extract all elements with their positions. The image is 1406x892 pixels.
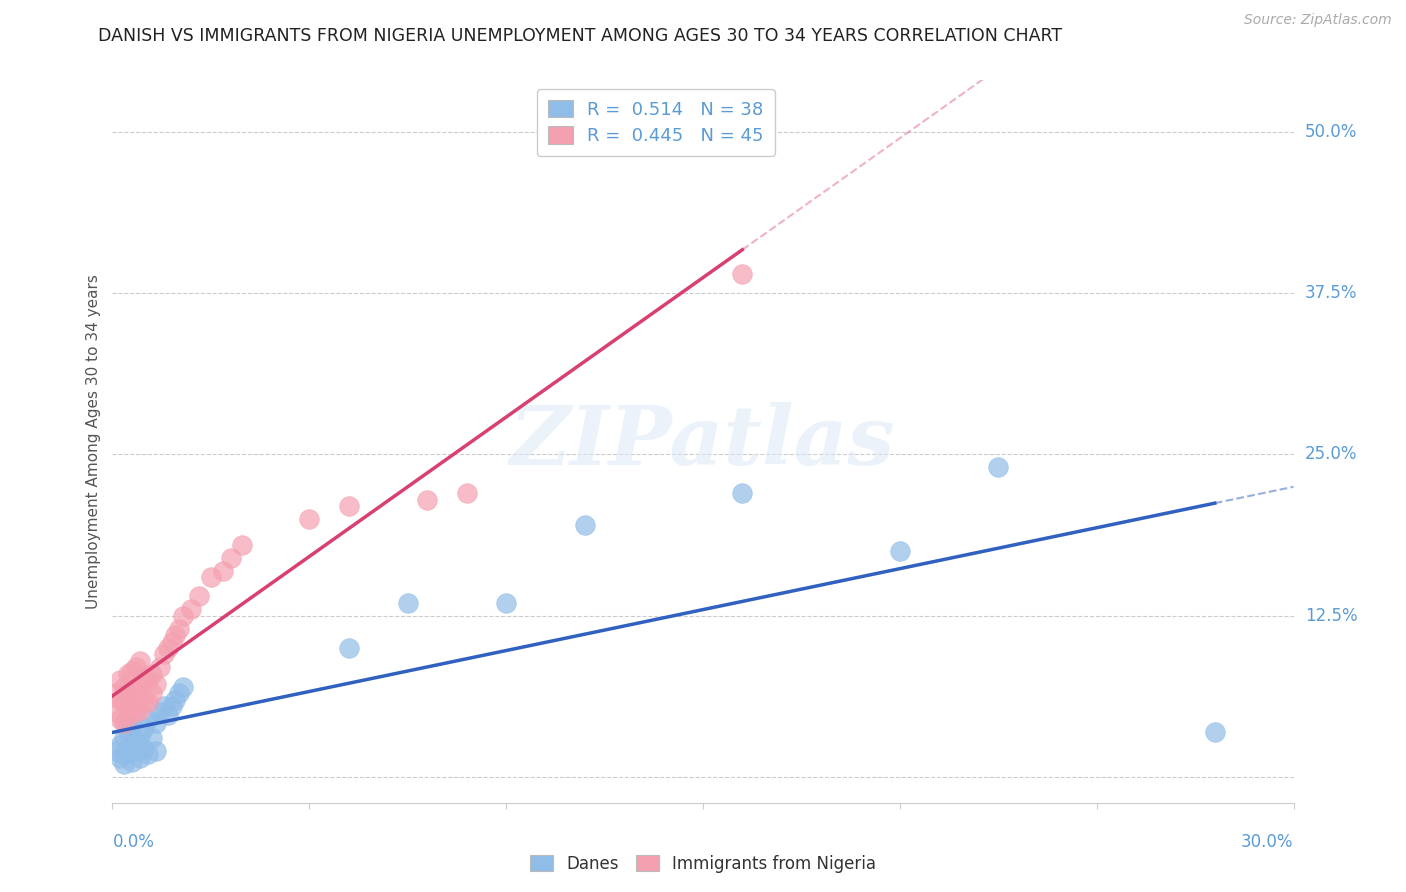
Point — [112, 731, 135, 746]
Point — [132, 721, 155, 735]
Point — [495, 596, 517, 610]
Point — [110, 712, 132, 726]
Point — [165, 628, 187, 642]
Point — [110, 738, 132, 752]
Point — [160, 699, 183, 714]
Point — [149, 660, 172, 674]
Point — [416, 492, 439, 507]
Point — [145, 715, 167, 730]
Point — [337, 640, 360, 655]
Point — [136, 747, 159, 761]
Point — [121, 699, 143, 714]
Point — [396, 596, 419, 610]
Point — [105, 744, 128, 758]
Point — [141, 686, 163, 700]
Point — [129, 677, 152, 691]
Point — [132, 741, 155, 756]
Point — [112, 715, 135, 730]
Point — [156, 640, 179, 655]
Text: 30.0%: 30.0% — [1241, 833, 1294, 851]
Point — [172, 680, 194, 694]
Point — [117, 690, 139, 704]
Point — [136, 712, 159, 726]
Point — [117, 741, 139, 756]
Point — [731, 267, 754, 281]
Point — [117, 708, 139, 723]
Point — [149, 706, 172, 720]
Point — [188, 590, 211, 604]
Legend: Danes, Immigrants from Nigeria: Danes, Immigrants from Nigeria — [523, 848, 883, 880]
Point — [121, 664, 143, 678]
Text: 12.5%: 12.5% — [1305, 607, 1357, 624]
Text: 37.5%: 37.5% — [1305, 285, 1357, 302]
Point — [180, 602, 202, 616]
Point — [110, 692, 132, 706]
Point — [1204, 724, 1226, 739]
Point — [141, 666, 163, 681]
Point — [136, 673, 159, 688]
Point — [132, 692, 155, 706]
Point — [125, 660, 148, 674]
Point — [152, 699, 174, 714]
Point — [105, 686, 128, 700]
Point — [160, 634, 183, 648]
Point — [172, 608, 194, 623]
Point — [125, 686, 148, 700]
Point — [200, 570, 222, 584]
Y-axis label: Unemployment Among Ages 30 to 34 years: Unemployment Among Ages 30 to 34 years — [86, 274, 101, 609]
Point — [125, 706, 148, 720]
Text: Source: ZipAtlas.com: Source: ZipAtlas.com — [1244, 13, 1392, 28]
Point — [145, 744, 167, 758]
Point — [132, 669, 155, 683]
Point — [987, 460, 1010, 475]
Point — [141, 731, 163, 746]
Legend: R =  0.514   N = 38, R =  0.445   N = 45: R = 0.514 N = 38, R = 0.445 N = 45 — [537, 89, 775, 156]
Point — [298, 512, 321, 526]
Text: 50.0%: 50.0% — [1305, 123, 1357, 141]
Point — [121, 721, 143, 735]
Point — [211, 564, 233, 578]
Point — [889, 544, 911, 558]
Point — [112, 757, 135, 772]
Text: 25.0%: 25.0% — [1305, 445, 1357, 464]
Point — [152, 648, 174, 662]
Point — [110, 750, 132, 764]
Point — [117, 718, 139, 732]
Point — [574, 518, 596, 533]
Point — [136, 695, 159, 709]
Point — [121, 738, 143, 752]
Text: 0.0%: 0.0% — [112, 833, 155, 851]
Point — [129, 729, 152, 743]
Point — [117, 666, 139, 681]
Point — [219, 550, 242, 565]
Point — [121, 682, 143, 697]
Point — [112, 680, 135, 694]
Point — [456, 486, 478, 500]
Point — [165, 692, 187, 706]
Point — [169, 622, 191, 636]
Point — [105, 706, 128, 720]
Point — [112, 695, 135, 709]
Point — [129, 750, 152, 764]
Point — [169, 686, 191, 700]
Point — [125, 734, 148, 748]
Text: ZIPatlas: ZIPatlas — [510, 401, 896, 482]
Point — [337, 499, 360, 513]
Point — [145, 677, 167, 691]
Text: DANISH VS IMMIGRANTS FROM NIGERIA UNEMPLOYMENT AMONG AGES 30 TO 34 YEARS CORRELA: DANISH VS IMMIGRANTS FROM NIGERIA UNEMPL… — [98, 27, 1063, 45]
Point — [231, 538, 253, 552]
Point — [110, 673, 132, 688]
Point — [156, 708, 179, 723]
Point — [117, 724, 139, 739]
Point — [121, 755, 143, 769]
Point — [129, 654, 152, 668]
Point — [125, 744, 148, 758]
Point — [129, 703, 152, 717]
Point — [112, 747, 135, 761]
Point — [731, 486, 754, 500]
